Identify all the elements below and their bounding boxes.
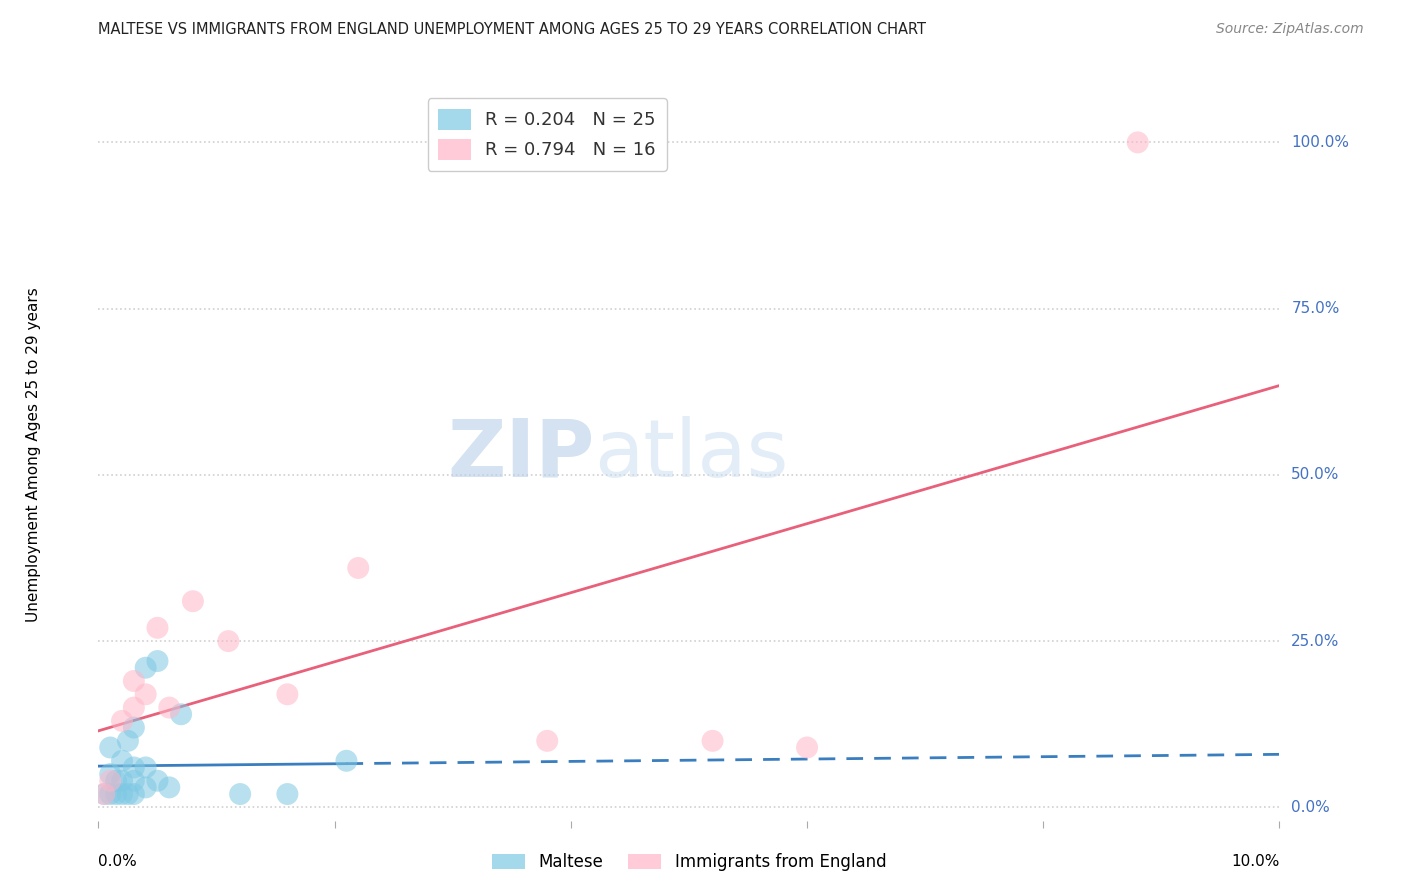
Point bbox=[157, 700, 180, 714]
Legend: Maltese, Immigrants from England: Maltese, Immigrants from England bbox=[485, 847, 893, 878]
Point bbox=[111, 773, 134, 788]
Point bbox=[181, 594, 204, 608]
Point bbox=[105, 787, 128, 801]
Point bbox=[111, 714, 134, 728]
Point bbox=[98, 773, 121, 788]
Text: 100.0%: 100.0% bbox=[1291, 135, 1350, 150]
Point bbox=[1126, 136, 1149, 150]
Text: atlas: atlas bbox=[595, 416, 789, 494]
Text: 50.0%: 50.0% bbox=[1291, 467, 1340, 483]
Point bbox=[146, 773, 169, 788]
Text: 10.0%: 10.0% bbox=[1232, 854, 1279, 869]
Point bbox=[111, 787, 134, 801]
Point bbox=[335, 754, 357, 768]
Point bbox=[796, 740, 818, 755]
Point bbox=[122, 787, 145, 801]
Point bbox=[170, 707, 193, 722]
Point bbox=[93, 787, 115, 801]
Point bbox=[229, 787, 252, 801]
Point bbox=[276, 787, 298, 801]
Text: 25.0%: 25.0% bbox=[1291, 633, 1340, 648]
Text: 0.0%: 0.0% bbox=[1291, 800, 1330, 814]
Point bbox=[117, 787, 139, 801]
Point bbox=[117, 734, 139, 748]
Point bbox=[157, 780, 180, 795]
Text: ZIP: ZIP bbox=[447, 416, 595, 494]
Point bbox=[122, 673, 145, 688]
Point bbox=[702, 734, 724, 748]
Point bbox=[536, 734, 558, 748]
Point bbox=[146, 621, 169, 635]
Point bbox=[93, 787, 115, 801]
Point bbox=[122, 700, 145, 714]
Point bbox=[111, 754, 134, 768]
Text: Source: ZipAtlas.com: Source: ZipAtlas.com bbox=[1216, 22, 1364, 37]
Point bbox=[122, 773, 145, 788]
Text: Unemployment Among Ages 25 to 29 years: Unemployment Among Ages 25 to 29 years bbox=[25, 287, 41, 623]
Point bbox=[98, 787, 121, 801]
Text: MALTESE VS IMMIGRANTS FROM ENGLAND UNEMPLOYMENT AMONG AGES 25 TO 29 YEARS CORREL: MALTESE VS IMMIGRANTS FROM ENGLAND UNEMP… bbox=[98, 22, 927, 37]
Point bbox=[347, 561, 370, 575]
Point bbox=[105, 773, 128, 788]
Text: 0.0%: 0.0% bbox=[98, 854, 138, 869]
Point bbox=[217, 634, 239, 648]
Point bbox=[122, 760, 145, 774]
Point bbox=[122, 721, 145, 735]
Text: 75.0%: 75.0% bbox=[1291, 301, 1340, 316]
Point bbox=[135, 661, 157, 675]
Point bbox=[146, 654, 169, 668]
Point bbox=[276, 687, 298, 701]
Point bbox=[98, 740, 121, 755]
Point bbox=[98, 767, 121, 781]
Point bbox=[135, 780, 157, 795]
Point bbox=[135, 687, 157, 701]
Point bbox=[135, 760, 157, 774]
